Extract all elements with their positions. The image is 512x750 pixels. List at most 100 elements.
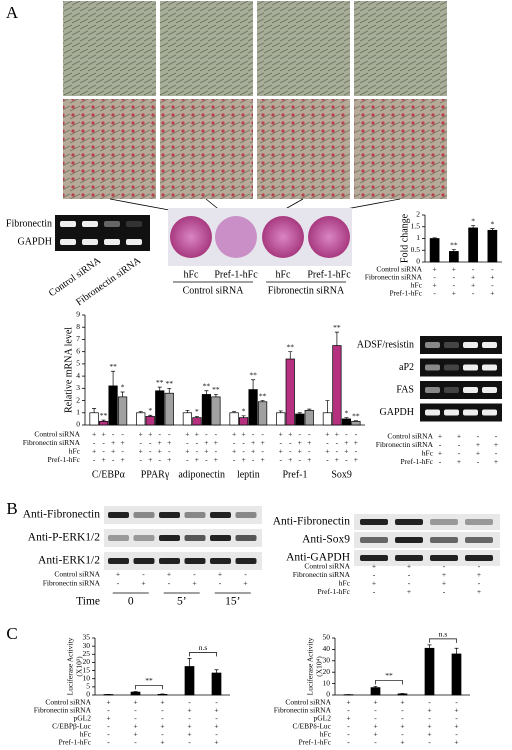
condition-label: Control siRNA <box>45 698 91 707</box>
error-bar <box>232 411 237 413</box>
condition-sign: + <box>407 587 411 596</box>
condition-sign: + <box>241 430 245 439</box>
condition-sign: - <box>401 706 404 715</box>
y-tick-label: 10 <box>83 673 91 682</box>
condition-sign: - <box>455 698 458 707</box>
condition-sign: + <box>111 447 115 456</box>
condition-sign: - <box>107 738 110 747</box>
condition-label: pGL2 <box>314 714 332 723</box>
gel-band <box>425 342 440 348</box>
bar <box>370 687 381 696</box>
condition-sign: - <box>347 722 350 731</box>
condition-sign: - <box>142 570 145 579</box>
condition-sign: + <box>204 438 208 447</box>
gel-band <box>444 364 459 371</box>
gel-row-label: aP2 <box>399 362 414 373</box>
condition-sign: - <box>121 430 124 439</box>
condition-sign: + <box>477 587 481 596</box>
condition-sign: - <box>280 455 283 464</box>
condition-sign: - <box>149 438 152 447</box>
error-bar <box>307 408 312 411</box>
condition-sign: - <box>355 447 358 456</box>
condition-sign: - <box>161 730 164 739</box>
condition-sign: + <box>106 698 110 707</box>
condition-sign: - <box>428 698 431 707</box>
condition-sign: + <box>335 430 339 439</box>
condition-sign: - <box>168 447 171 456</box>
condition-sign: + <box>260 455 264 464</box>
time-value: 5’ <box>177 596 187 608</box>
blot-label: Anti-Fibronectin <box>23 509 101 521</box>
dish <box>170 216 212 258</box>
condition-sign: - <box>401 714 404 723</box>
error-bar <box>251 379 256 390</box>
condition-sign: + <box>373 722 377 731</box>
condition-sign: - <box>112 430 115 439</box>
condition-sign: - <box>289 438 292 447</box>
condition-sign: + <box>195 430 199 439</box>
condition-label: C/EBPβ-Luc <box>52 722 91 731</box>
condition-sign: - <box>373 587 376 596</box>
condition-sign: + <box>111 438 115 447</box>
gel-band <box>60 221 76 227</box>
bar <box>429 238 440 263</box>
condition-sign: + <box>457 432 461 441</box>
gel-band <box>444 387 459 393</box>
condition-sign: + <box>400 698 404 707</box>
condition-label: Pref-1-hFc <box>401 457 434 466</box>
gel-band <box>210 512 231 518</box>
condition-sign: + <box>148 455 152 464</box>
dish-plate <box>109 198 401 266</box>
bar <box>332 345 342 426</box>
gel-band <box>235 512 257 518</box>
condition-sign: - <box>161 714 164 723</box>
bar <box>248 389 258 426</box>
gel-band <box>430 519 458 525</box>
condition-sign: + <box>139 430 143 439</box>
condition-sign: - <box>93 438 96 447</box>
gel-band <box>108 558 129 564</box>
micrograph <box>257 1 350 96</box>
condition-sign: + <box>344 447 348 456</box>
condition-sign: - <box>439 440 442 449</box>
condition-sign: + <box>427 730 431 739</box>
condition-sign: + <box>346 698 350 707</box>
time-value: 0 <box>128 596 134 608</box>
condition-sign: - <box>261 447 264 456</box>
condition-sign: + <box>187 730 191 739</box>
significance: * <box>148 406 152 415</box>
condition-sign: - <box>299 455 302 464</box>
gel-band <box>108 512 129 518</box>
bar <box>451 653 462 696</box>
y-tick-label: 1 <box>416 233 420 242</box>
significance: ** <box>156 378 164 387</box>
gel-band <box>482 342 497 348</box>
dish <box>215 216 257 258</box>
error-bar <box>334 331 339 346</box>
comparison-bracket <box>375 680 403 685</box>
condition-sign: + <box>344 438 348 447</box>
bar <box>155 390 165 426</box>
error-bar <box>194 416 199 418</box>
condition-sign: + <box>133 722 137 731</box>
condition-sign: - <box>215 714 218 723</box>
condition-sign: - <box>336 438 339 447</box>
condition-label: Fibronectin siRNA <box>43 579 101 588</box>
condition-sign: - <box>455 730 458 739</box>
condition-sign: + <box>148 430 152 439</box>
condition-sign: - <box>252 455 255 464</box>
significance: * <box>345 408 349 417</box>
gel-band <box>133 512 155 518</box>
gel-band <box>482 409 497 416</box>
condition-sign: - <box>161 706 164 715</box>
condition-sign: + <box>471 281 475 290</box>
blot-label: Anti-ERK1/2 <box>38 555 100 567</box>
y-axis-label: Luciferase Activity <box>306 637 315 695</box>
condition-sign: + <box>214 438 218 447</box>
condition-sign: + <box>279 430 283 439</box>
condition-sign: + <box>92 430 96 439</box>
condition-sign: - <box>168 430 171 439</box>
condition-sign: - <box>102 447 105 456</box>
y-tick-label: 0 <box>76 420 80 429</box>
condition-sign: - <box>433 289 436 298</box>
